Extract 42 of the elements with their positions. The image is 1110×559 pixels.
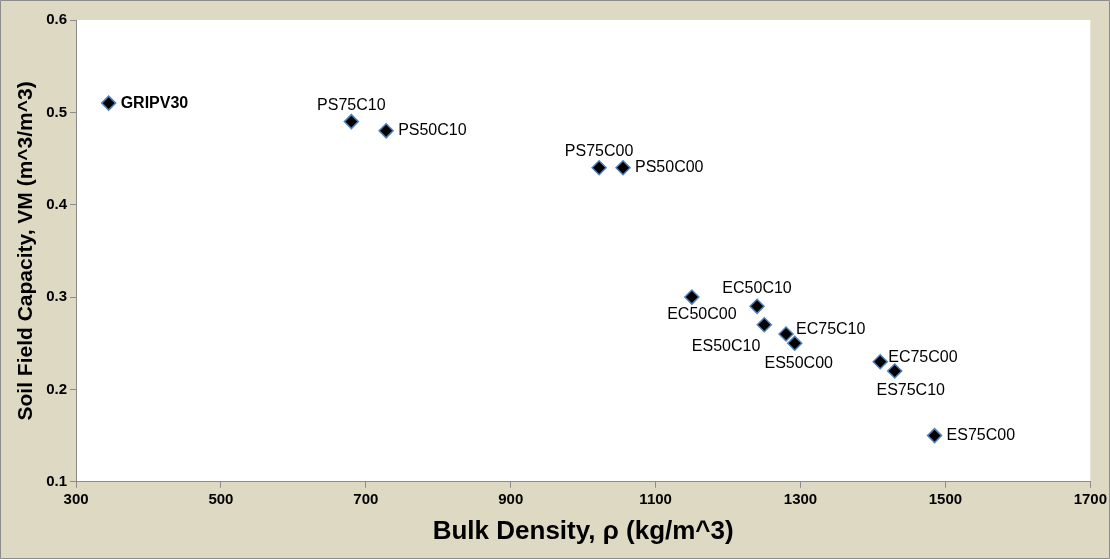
y-tick-label: 0.1 bbox=[46, 471, 68, 489]
point bbox=[778, 326, 794, 342]
x-tick-label: 500 bbox=[208, 489, 234, 507]
annotation: PS50C10 bbox=[398, 121, 467, 139]
x-axis-title: Bulk Density, ρ (kg/m^3) bbox=[432, 514, 734, 545]
point bbox=[786, 335, 803, 352]
x-tick-label: 700 bbox=[353, 489, 379, 507]
x-tick-label: 900 bbox=[498, 489, 524, 507]
annotation: PS75C00 bbox=[564, 142, 634, 160]
point bbox=[591, 160, 607, 176]
annotation: ES50C00 bbox=[764, 353, 834, 371]
x-tick-label: 300 bbox=[63, 489, 89, 507]
point bbox=[100, 95, 117, 111]
point bbox=[615, 160, 631, 176]
annotation: EC50C00 bbox=[667, 305, 737, 323]
y-tick-label: 0.5 bbox=[46, 102, 68, 120]
annotation: EC75C10 bbox=[796, 320, 866, 338]
x-tick-label: 1700 bbox=[1073, 489, 1107, 507]
x-tick-label: 1100 bbox=[639, 489, 672, 507]
y-tick-label: 0.6 bbox=[46, 10, 68, 28]
annotation: EC50C10 bbox=[722, 278, 792, 296]
annotation: ES75C00 bbox=[946, 426, 1016, 444]
point bbox=[872, 353, 888, 370]
y-tick-label: 0.3 bbox=[46, 287, 68, 305]
point bbox=[343, 113, 360, 130]
point bbox=[756, 317, 773, 333]
annotation: ES75C10 bbox=[876, 381, 946, 399]
annotation: EC75C00 bbox=[888, 348, 958, 366]
annotation: PS50C00 bbox=[635, 158, 704, 176]
annotation: GRIPV30 bbox=[120, 93, 189, 111]
y-axis-title: Soil Field Capacity, VM (m^3/m^3) bbox=[13, 81, 37, 421]
annotation: PS75C10 bbox=[317, 96, 386, 113]
y-tick-label: 0.4 bbox=[46, 194, 68, 212]
annotation: ES50C10 bbox=[691, 337, 761, 355]
point bbox=[749, 298, 765, 315]
y-tick-label: 0.2 bbox=[46, 379, 68, 397]
point bbox=[926, 427, 943, 444]
point bbox=[886, 363, 903, 379]
point bbox=[378, 123, 394, 139]
x-tick-label: 1500 bbox=[928, 489, 963, 507]
point bbox=[684, 289, 700, 305]
x-tick-label: 1300 bbox=[783, 489, 818, 507]
